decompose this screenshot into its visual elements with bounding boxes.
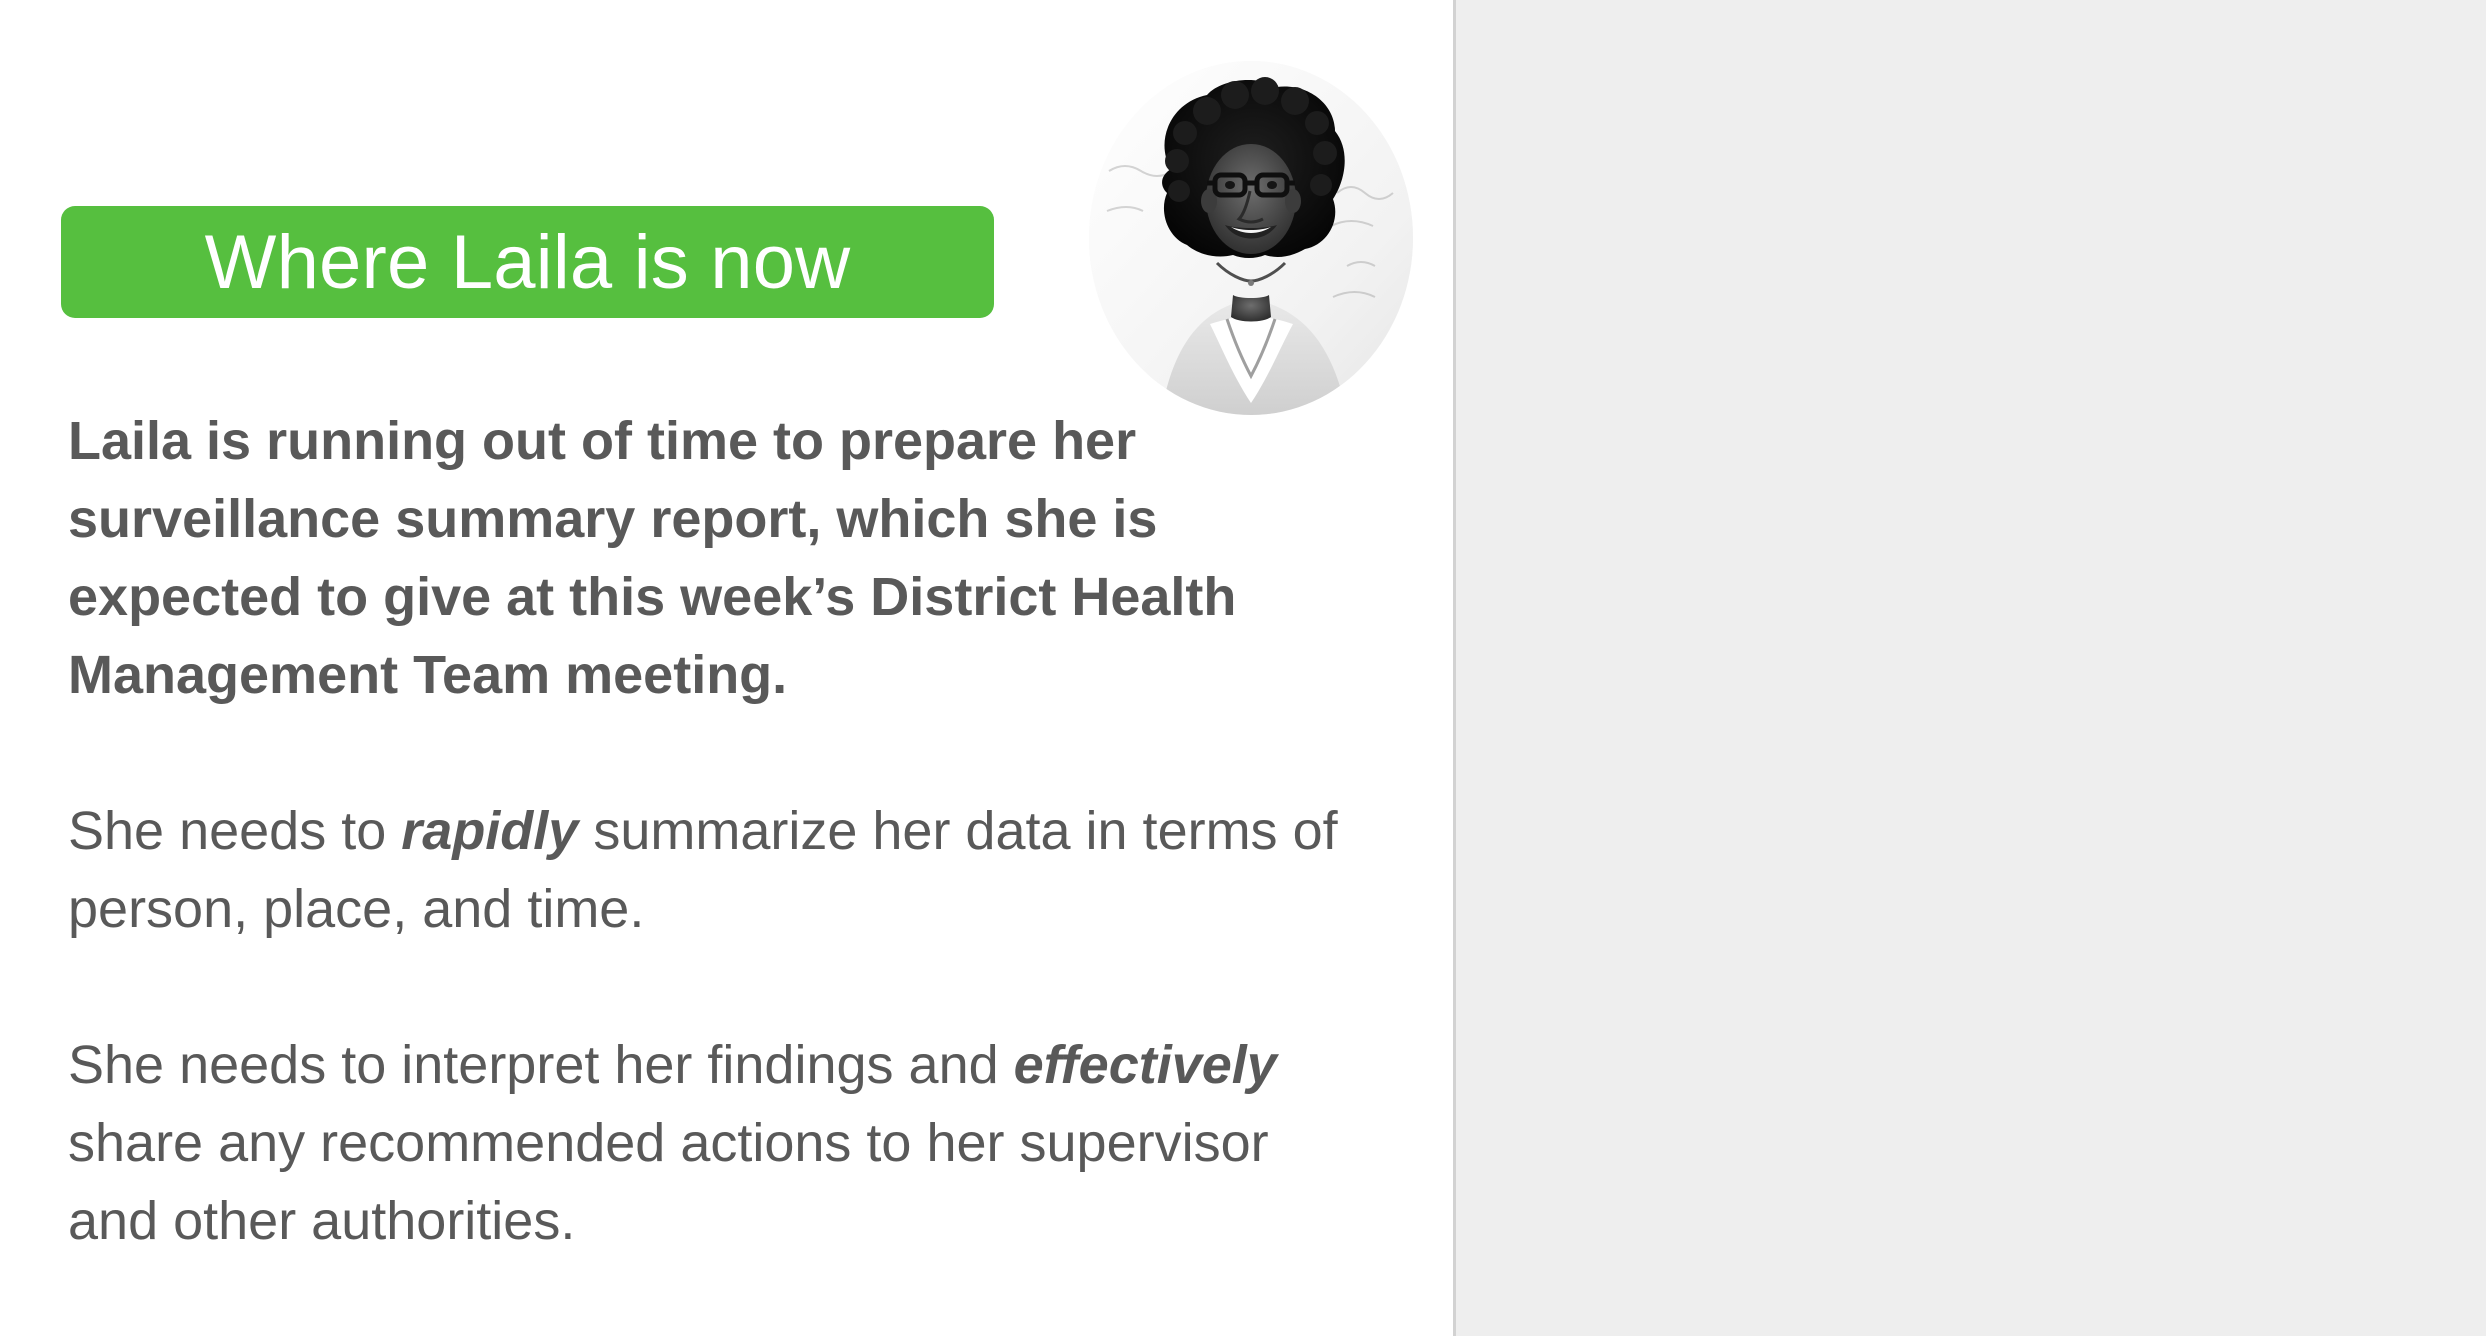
portrait-photo [1089,61,1413,415]
scenario-paragraph-2-start: She needs to interpret her findings and [68,1035,1014,1095]
left-panel: Where Laila is now [61,61,1413,1260]
panel-divider [1453,0,1456,1336]
right-panel: How can informatics help Laila prepare h… [1456,0,2486,1336]
status-banner-label: Where Laila is now [204,220,851,305]
scenario-paragraph-2: She needs to interpret her findings and … [68,1026,1368,1260]
scenario-paragraph-2-end: share any recommended actions to her sup… [68,1113,1269,1251]
scenario-description: Laila is running out of time to prepare … [68,402,1368,1260]
scenario-paragraph-1-emphasis: rapidly [401,801,579,861]
scenario-paragraph-1-end: summarize her data in terms of person, p… [68,801,1338,939]
avatar [1089,61,1413,415]
status-banner: Where Laila is now [61,206,994,318]
scenario-paragraph-1: She needs to rapidly summarize her data … [68,792,1368,948]
scenario-lead: Laila is running out of time to prepare … [68,411,1237,705]
scenario-paragraph-1-start: She needs to [68,801,402,861]
scenario-paragraph-2-emphasis: effectively [1013,1035,1277,1095]
